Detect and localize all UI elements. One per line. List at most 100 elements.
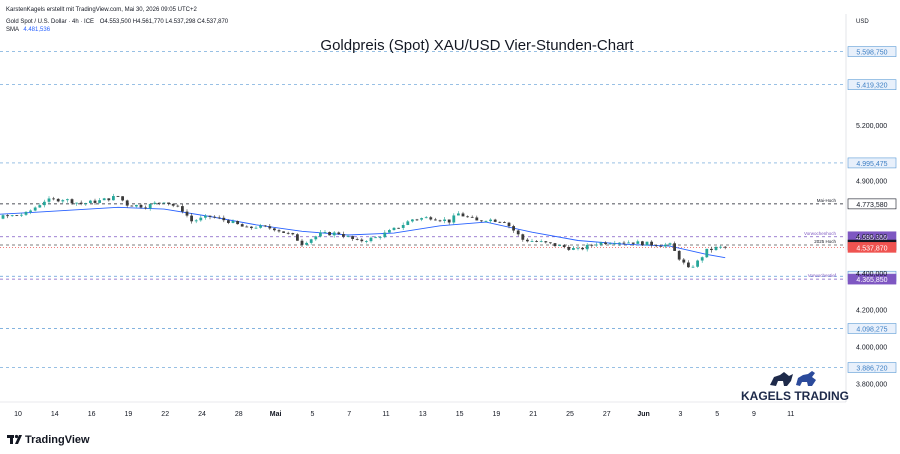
candle [222,215,226,223]
candle [470,215,474,218]
candle [705,248,709,259]
x-tick-label: 11 [787,411,794,418]
candle-body [636,241,640,244]
x-tick-label: 21 [529,411,537,418]
candle [401,222,405,231]
candle-body [259,225,262,228]
candle-body [365,241,368,242]
y-tick-label: 5.200,000 [856,123,887,130]
candle-body [447,219,451,223]
x-tick-label: Mai [270,411,282,418]
candle [618,242,621,246]
candle-body [171,203,175,206]
candle-body [434,219,437,221]
x-tick-label: 16 [88,411,96,418]
candle-body [213,216,216,218]
candle-body [176,205,180,207]
candle [434,217,437,221]
candle-body [627,242,630,244]
candle [576,245,580,251]
candle-body [66,199,69,201]
candle-body [227,220,230,223]
candle [291,232,295,236]
y-tick-label: 3.800,000 [856,382,887,389]
candle-body [544,241,548,243]
candle-body [47,198,51,202]
candle [544,240,548,244]
candle [627,240,630,244]
candle [93,198,97,205]
candle [530,238,534,242]
candle-body [572,248,575,250]
candle [498,221,502,223]
candle [664,242,667,249]
candle [512,224,515,233]
candle-body [599,242,603,245]
candle [420,217,423,222]
candle-body [420,218,423,220]
sma-value: 4.481,536 [23,27,50,33]
bull-icon [796,371,816,386]
candle-body [342,234,345,237]
candle-body [84,203,88,204]
candle-body [392,227,396,231]
candle [158,202,161,206]
candle-body [254,227,258,229]
y-tick-label: 4.900,000 [856,179,887,186]
candle [475,215,479,221]
candle [567,244,571,251]
candle-body [240,224,244,227]
candle-body [332,232,336,236]
candle-body [388,230,391,233]
candle-body [549,242,552,244]
sma-line: SMA 4.481,536 [6,27,51,33]
candle-body [654,245,658,247]
candle-body [10,215,14,217]
candle-body [443,219,446,221]
candle-body [470,216,474,218]
level-price-label: 5.419,320 [856,83,887,90]
candle-body [406,221,410,225]
candle-body [493,219,497,222]
candle [328,231,331,236]
candle [682,258,686,265]
level-note: Vorwochenhoch [804,231,837,236]
candle-body [604,242,607,245]
candle [84,202,88,206]
candle-body [535,241,538,242]
candle-body [33,207,37,211]
candle [516,229,520,237]
candle-body [650,241,653,246]
candle [631,242,635,246]
candle [406,219,410,226]
candle [190,213,193,224]
candle-body [415,219,419,221]
sma-label: SMA [6,27,19,33]
candle-body [424,217,428,219]
x-tick-label: 3 [678,411,682,418]
candle [43,199,46,208]
candle [121,196,124,202]
candle-body [102,198,106,201]
candle [227,219,230,225]
candle-body [319,232,322,237]
candle-body [562,245,566,247]
candle [167,202,170,206]
candle-body [231,220,235,223]
candle-body [461,213,465,217]
candle-body [401,224,405,228]
candle-body [268,226,272,229]
candle [457,211,460,216]
candle [429,215,433,221]
candle-body [323,232,327,233]
level-price-label: 4.773,580 [856,202,887,209]
candle-body [369,237,373,242]
level-price-label: 4.098,275 [856,326,887,333]
candle-body [309,239,313,243]
candle [176,204,180,208]
candle [79,200,83,206]
candle [286,231,290,235]
candle-body [305,242,308,245]
candle-body [43,201,46,206]
candle-body [29,210,32,212]
